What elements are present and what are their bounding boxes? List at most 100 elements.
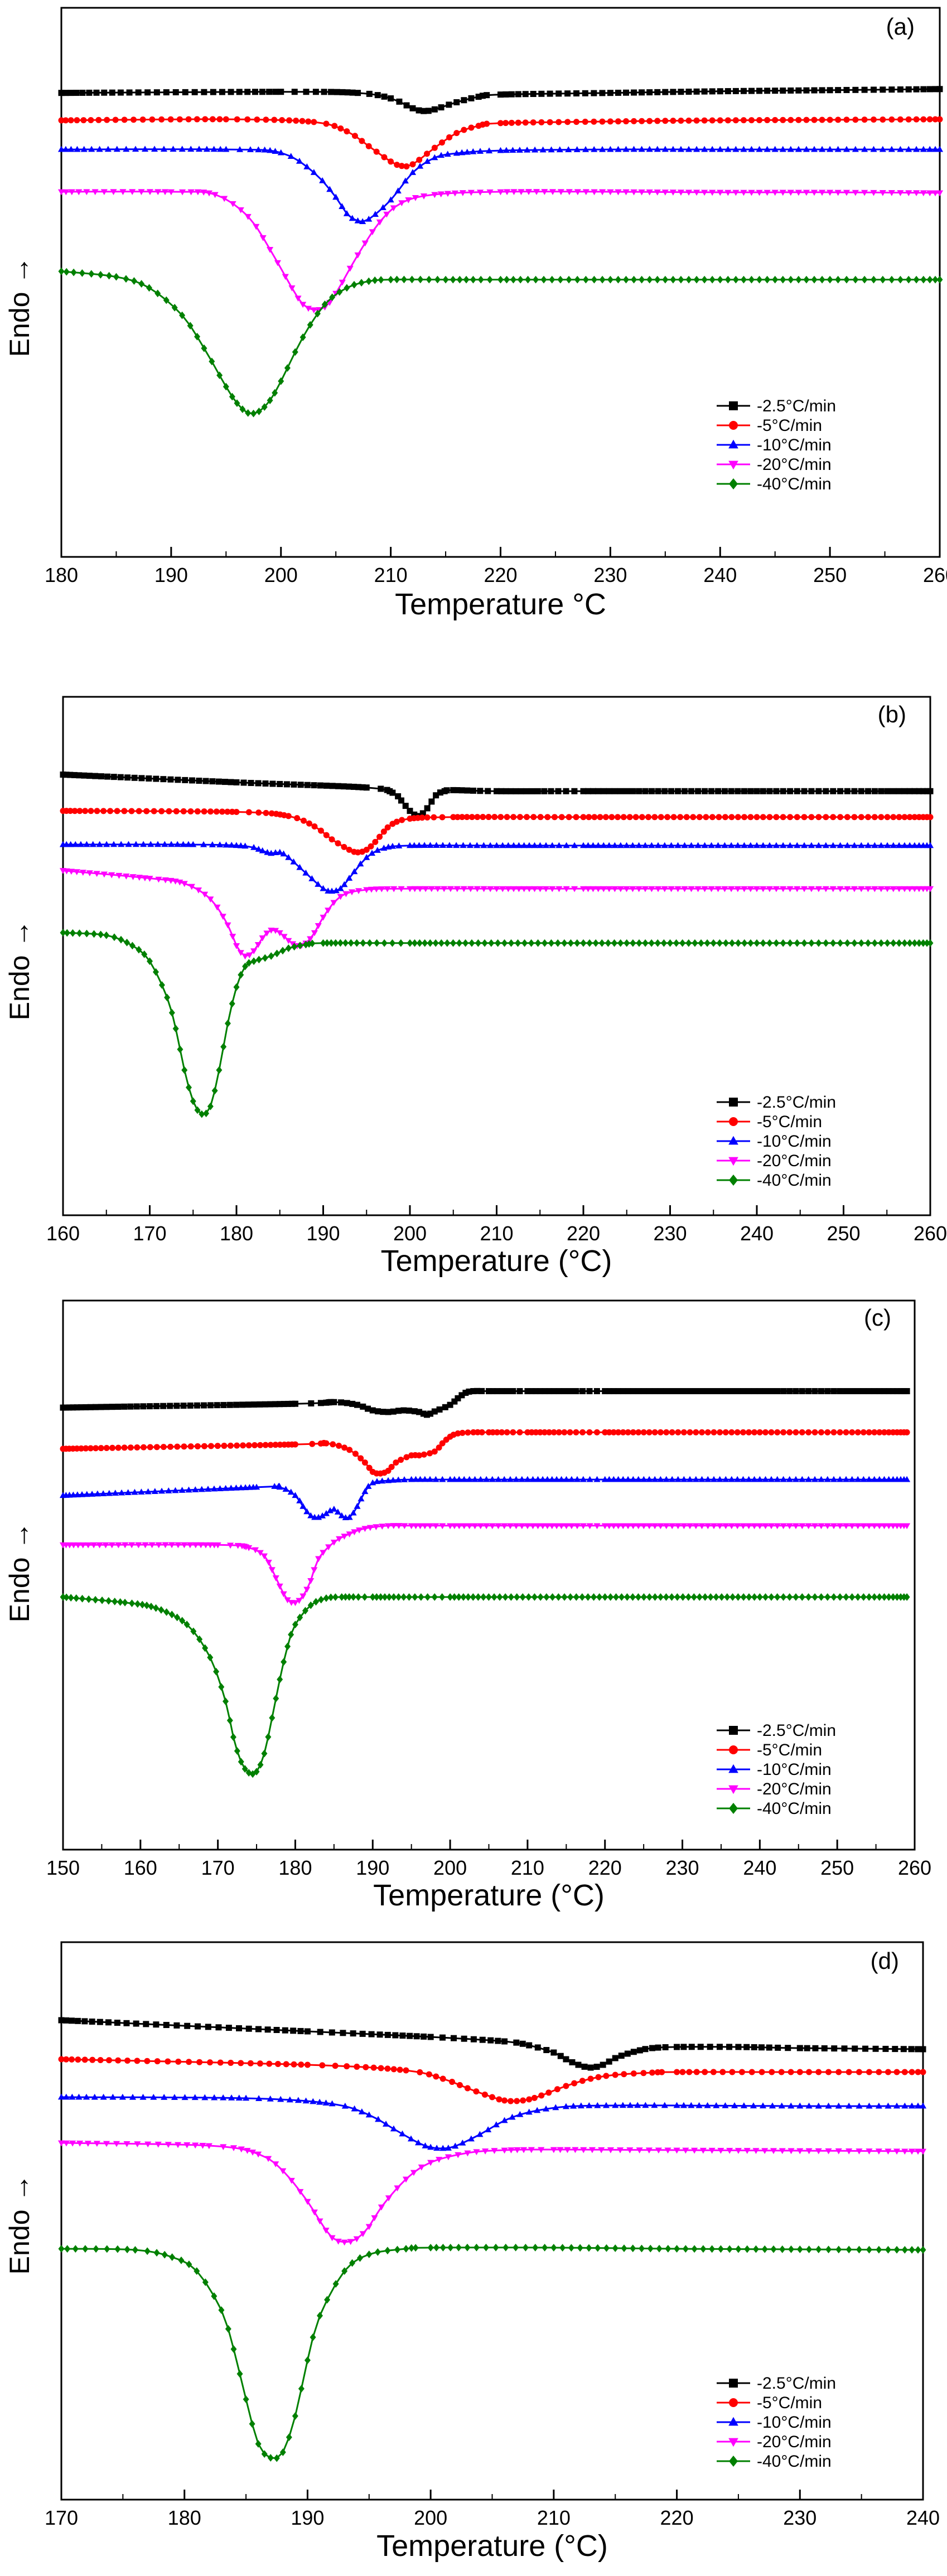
data-point [558, 1523, 565, 1530]
data-point [69, 2056, 75, 2063]
data-point [824, 1476, 831, 1482]
data-point [932, 275, 939, 284]
data-point [158, 981, 165, 989]
data-point [298, 2061, 305, 2068]
data-point [852, 145, 859, 152]
data-point [57, 2093, 65, 2100]
data-point [808, 842, 815, 848]
data-point [252, 1547, 259, 1554]
data-point [844, 886, 851, 892]
data-point [113, 145, 120, 152]
data-point [654, 89, 661, 95]
data-point [573, 90, 580, 96]
x-tick-label: 210 [511, 1856, 544, 1879]
data-point [460, 842, 467, 848]
data-point [884, 788, 891, 794]
data-point [766, 886, 774, 892]
data-point [426, 2071, 432, 2078]
data-point [772, 275, 779, 284]
data-point [549, 842, 556, 848]
data-point [724, 117, 731, 124]
data-point [579, 1388, 586, 1395]
data-point [248, 780, 254, 787]
data-point [140, 1403, 147, 1410]
data-point [845, 2102, 853, 2109]
data-point [378, 1593, 384, 1601]
data-point [497, 189, 504, 196]
data-point [579, 886, 587, 892]
data-point [453, 149, 460, 156]
data-point [431, 814, 437, 821]
data-point [531, 1593, 538, 1601]
data-point [284, 364, 291, 372]
data-point [620, 1388, 626, 1395]
data-point [277, 2095, 284, 2102]
data-point [717, 145, 724, 152]
data-point [71, 772, 78, 778]
data-point [760, 814, 766, 821]
data-point [495, 939, 501, 947]
data-point [412, 1523, 419, 1530]
data-point [796, 2245, 803, 2253]
data-point [701, 88, 708, 95]
data-point [735, 788, 741, 794]
data-point [844, 814, 851, 821]
data-point [274, 2060, 281, 2067]
data-point [473, 2149, 480, 2156]
data-point [402, 177, 409, 184]
data-point [334, 89, 340, 95]
data-point [687, 1523, 694, 1530]
data-point [606, 1523, 613, 1530]
data-point [494, 1429, 500, 1435]
data-point [905, 116, 912, 123]
data-point [602, 814, 609, 821]
data-point [834, 145, 842, 152]
data-point [147, 957, 153, 966]
data-point [405, 197, 412, 203]
data-point [274, 949, 281, 958]
data-point [229, 934, 236, 940]
data-point [479, 1429, 485, 1435]
data-point [98, 1404, 104, 1410]
data-point [79, 870, 86, 876]
data-point [246, 952, 253, 959]
data-point [611, 886, 619, 892]
legend-item: -2.5°C/min [717, 1721, 836, 1740]
data-point [109, 2093, 117, 2100]
data-point [687, 1388, 693, 1395]
data-point [766, 788, 773, 794]
data-point [486, 189, 494, 196]
data-point [927, 939, 934, 947]
data-point [458, 787, 465, 794]
data-point [83, 1404, 89, 1410]
data-point [721, 788, 728, 794]
data-point [279, 117, 286, 123]
data-point [586, 1523, 593, 1530]
data-point [406, 1407, 413, 1414]
data-point [611, 939, 618, 947]
data-point [102, 1542, 109, 1549]
data-point [815, 2069, 822, 2075]
data-point [121, 117, 128, 123]
data-point [346, 1513, 353, 1520]
data-point [678, 89, 684, 95]
data-point [421, 842, 428, 848]
data-point [437, 191, 444, 198]
data-point [336, 1536, 343, 1542]
data-point [112, 1597, 118, 1605]
data-point [224, 922, 231, 929]
data-point [851, 939, 858, 947]
data-point [482, 2148, 489, 2155]
data-point [729, 1593, 736, 1601]
data-point [131, 277, 137, 285]
data-point [551, 814, 558, 821]
data-point [694, 842, 702, 848]
data-point [249, 2150, 257, 2156]
legend-label: -40°C/min [757, 1799, 832, 1818]
data-point [336, 288, 343, 296]
data-point [651, 1429, 658, 1435]
data-point [379, 204, 386, 210]
data-point [255, 2095, 263, 2102]
data-point [793, 1593, 799, 1601]
data-point [670, 118, 677, 124]
